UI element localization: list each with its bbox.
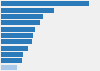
Bar (1, 52, 23, 57)
Bar (1, 14, 43, 19)
Bar (1, 27, 35, 32)
Bar (1, 8, 54, 13)
Bar (1, 58, 22, 63)
Bar (1, 1, 89, 6)
Bar (1, 46, 28, 51)
Bar (1, 20, 40, 25)
Bar (1, 65, 17, 70)
Bar (1, 33, 33, 38)
Bar (1, 39, 32, 44)
